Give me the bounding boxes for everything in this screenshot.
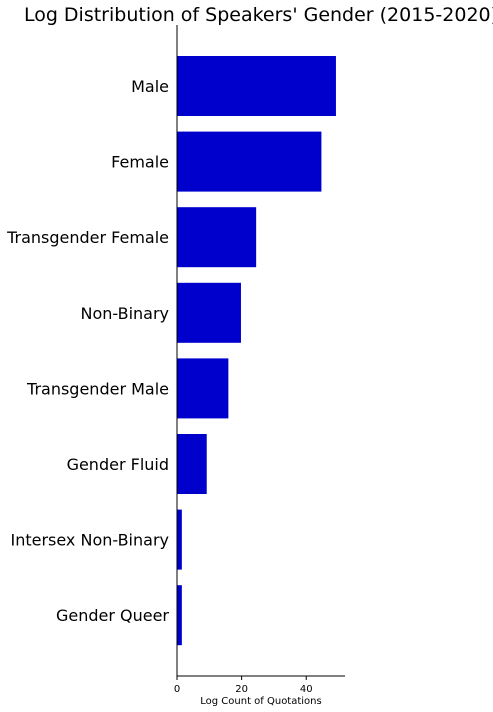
- bar-gender-queer: [177, 585, 182, 646]
- bar-intersex-non-binary: [177, 509, 182, 570]
- category-label-non-binary: Non-Binary: [80, 304, 169, 323]
- x-tick-label-0: 0: [174, 684, 180, 695]
- x-axis-label: Log Count of Quotations: [200, 696, 321, 707]
- bar-transgender-male: [177, 358, 229, 419]
- category-labels: Male Female Transgender Female Non-Binary Tr…: [6, 77, 169, 625]
- category-label-female: Female: [111, 153, 169, 172]
- bar-gender-fluid: [177, 434, 207, 494]
- category-label-intersex-non-binary: Intersex Non-Binary: [10, 531, 169, 550]
- bar-male: [177, 56, 336, 116]
- category-label-gender-queer: Gender Queer: [56, 606, 169, 625]
- x-ticks: 0 20 40: [174, 676, 313, 695]
- x-tick-label-20: 20: [235, 684, 248, 695]
- bar-non-binary: [177, 282, 241, 343]
- bar-female: [177, 131, 322, 192]
- category-label-transgender-male: Transgender Male: [26, 379, 169, 398]
- category-label-transgender-female: Transgender Female: [6, 228, 169, 247]
- chart-title: Log Distribution of Speakers' Gender (20…: [24, 4, 493, 26]
- bar-transgender-female: [177, 207, 257, 268]
- x-tick-label-40: 40: [300, 684, 313, 695]
- bars-group: [177, 56, 336, 646]
- category-label-gender-fluid: Gender Fluid: [67, 455, 169, 474]
- category-label-male: Male: [131, 77, 169, 96]
